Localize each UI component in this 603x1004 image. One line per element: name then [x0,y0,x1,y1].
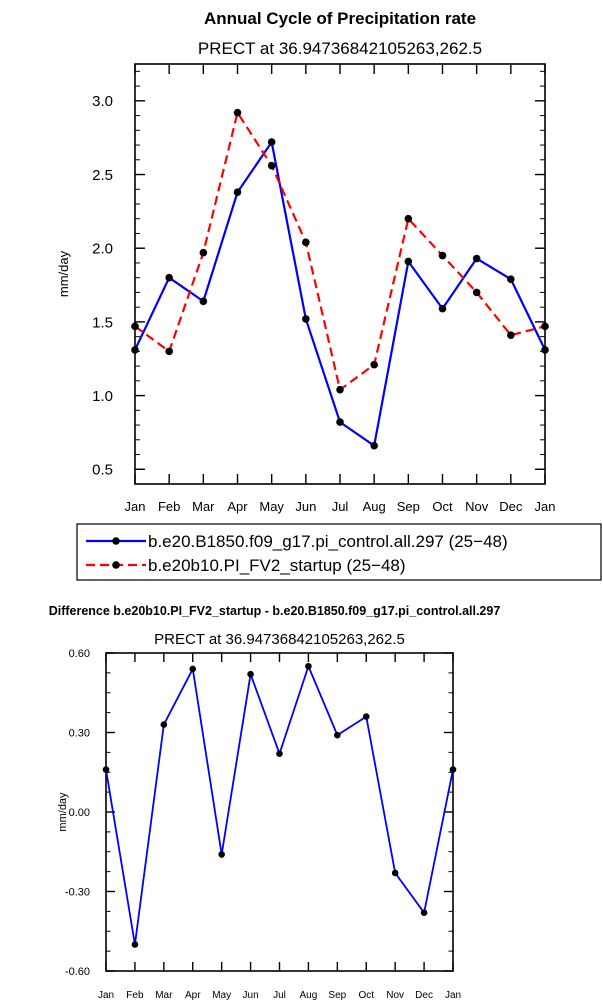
data-point [404,257,413,266]
data-point [370,441,378,450]
x-tick-label: Mar [192,499,215,514]
data-point [199,248,208,257]
data-point [420,909,428,916]
data-point [131,346,139,354]
data-point [404,214,413,223]
data-point [472,254,481,263]
data-point [362,713,370,720]
y-tick-label: -0.30 [65,886,90,898]
chart-2: Difference b.e20b10.PI_FV2_startup - b.e… [49,604,501,1001]
data-point [541,346,549,354]
y-tick-label: 0.30 [69,727,90,739]
x-tick-label: Jul [273,990,286,1001]
chart-title: Difference b.e20b10.PI_FV2_startup - b.e… [49,604,501,618]
legend-marker [112,537,120,545]
data-point [449,766,457,773]
data-point [302,238,310,247]
chart-subtitle: PRECT at 36.94736842105263,262.5 [154,631,405,648]
x-tick-label: Feb [126,990,144,1001]
x-tick-label: Jan [535,499,556,514]
legend: b.e20.B1850.f09_g17.pi_control.all.297 (… [76,523,602,581]
y-tick-label: 2.0 [92,241,113,258]
data-point [165,273,173,282]
legend-box [76,523,602,581]
y-tick-label: 2.5 [92,167,113,184]
y-tick-label: 1.5 [92,314,113,331]
data-point [218,851,225,858]
data-point [131,322,139,331]
data-point [267,138,276,146]
x-tick-label: May [212,990,231,1001]
x-tick-label: Aug [363,499,386,514]
x-tick-label: Mar [155,990,173,1001]
x-tick-label: Oct [432,499,453,514]
series-line-1 [105,665,454,946]
data-point [160,721,168,728]
legend-label-1: b.e20.B1850.f09_g17.pi_control.all.297 (… [148,532,508,551]
x-tick-label: Jun [243,990,259,1001]
data-point [102,766,110,773]
x-tick-label: Sep [397,499,420,514]
data-point [334,731,341,739]
y-tick-label: 0.00 [69,807,90,819]
data-point [267,161,276,170]
x-tick-label: Dec [499,499,523,514]
x-tick-label: Feb [158,499,180,514]
plot-frame [105,652,454,972]
data-point [302,315,310,323]
x-tick-label: Jan [125,499,146,514]
x-tick-label: Apr [227,499,248,514]
chart-subtitle: PRECT at 36.94736842105263,262.5 [198,39,482,58]
x-tick-label: Oct [358,990,374,1001]
data-point [233,108,242,117]
y-tick-label: 0.60 [69,648,90,660]
x-tick-label: Nov [465,499,489,514]
x-tick-label: Nov [386,990,404,1001]
data-point [233,188,242,197]
data-point [541,322,549,331]
data-point [370,360,378,369]
legend-marker [112,561,120,569]
data-point [165,347,173,356]
data-point [305,662,312,670]
data-point [336,385,344,394]
data-point [507,331,515,339]
series-line-1 [134,141,546,447]
data-point [336,418,344,426]
x-tick-label: Dec [415,990,433,1001]
x-tick-label: May [259,499,284,514]
x-tick-label: Jan [445,990,461,1001]
x-tick-label: Aug [300,990,318,1001]
y-tick-label: 3.0 [92,93,113,110]
y-axis-label: mm/day [56,250,71,297]
x-tick-label: Sep [328,990,346,1001]
y-tick-label: 1.0 [92,388,113,405]
chart-title: Annual Cycle of Precipitation rate [204,9,476,28]
data-point [189,665,197,673]
x-tick-label: Jul [332,499,349,514]
x-tick-label: Apr [185,990,201,1001]
data-point [391,869,399,877]
data-point [438,251,447,260]
data-point [199,297,208,306]
legend-label-2: b.e20b10.PI_FV2_startup (25−48) [148,556,406,575]
y-tick-label: 0.5 [92,462,113,479]
data-point [438,304,447,313]
data-point [247,670,254,678]
data-point [276,750,283,757]
y-tick-label: -0.60 [65,966,90,978]
x-tick-label: Jan [98,990,114,1001]
data-point [507,275,515,283]
chart-1: Annual Cycle of Precipitation rate PRECT … [56,9,602,581]
y-axis-label: mm/day [57,792,69,832]
series-line-2 [134,111,546,391]
x-tick-label: Jun [295,499,316,514]
data-point [472,288,481,297]
data-point [131,941,139,948]
